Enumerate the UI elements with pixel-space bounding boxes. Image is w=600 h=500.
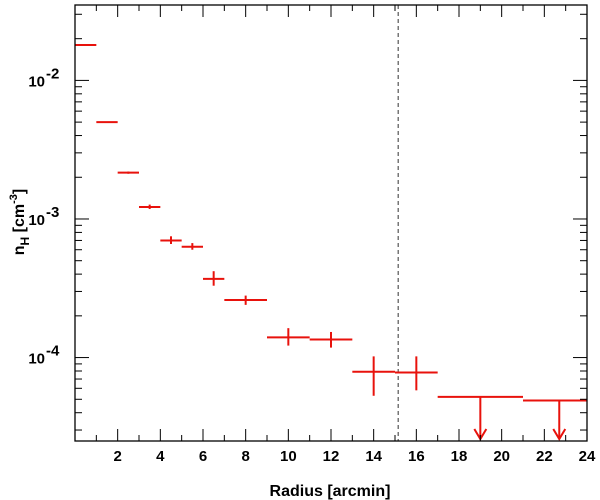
data-point xyxy=(352,356,395,396)
upper-limit-arrow-head xyxy=(552,428,567,441)
data-point xyxy=(117,171,139,174)
x-tick-label: 10 xyxy=(280,448,297,465)
plot-frame xyxy=(74,4,588,442)
data-point xyxy=(395,356,438,391)
x-tick-label: 24 xyxy=(579,448,596,465)
y-tick-label-exponent: -4 xyxy=(46,343,60,360)
x-tick-labels: 2 4 6 8 10 12 14 16 18 20 22 24 xyxy=(113,448,596,465)
data-point xyxy=(203,271,225,286)
y-tick-label-exponent: -3 xyxy=(46,204,59,221)
x-tick-label: 12 xyxy=(323,448,340,465)
y-axis-title: nH [cm-3] xyxy=(8,189,32,255)
x-tick-label: 6 xyxy=(199,448,207,465)
upper-limit-point xyxy=(437,395,523,441)
x-tick-label: 4 xyxy=(156,448,165,465)
x-tick-label: 22 xyxy=(536,448,553,465)
data-point xyxy=(267,328,310,346)
x-tick-label: 14 xyxy=(365,448,382,465)
data-point xyxy=(139,204,161,210)
y-tick-label: 10 xyxy=(28,73,45,90)
plot-border xyxy=(74,4,588,442)
x-tick-label: 18 xyxy=(451,448,468,465)
data-point xyxy=(160,236,182,244)
data-marks xyxy=(75,44,587,441)
x-axis-title: Radius [arcmin] xyxy=(270,483,391,500)
x-tick-label: 16 xyxy=(408,448,425,465)
y-tick-label: 10 xyxy=(28,351,45,368)
upper-limit-point xyxy=(523,399,587,441)
x-tick-label: 2 xyxy=(113,448,121,465)
x-tick-label: 8 xyxy=(241,448,249,465)
y-tick-labels: 10-210-310-4 xyxy=(28,65,60,367)
x-tick-label: 20 xyxy=(493,448,510,465)
ticks xyxy=(74,5,588,441)
data-point xyxy=(309,331,353,348)
data-point xyxy=(181,243,203,250)
y-tick-label-exponent: -2 xyxy=(46,65,59,82)
y-tick-label: 10 xyxy=(28,212,45,229)
data-point xyxy=(224,295,267,305)
